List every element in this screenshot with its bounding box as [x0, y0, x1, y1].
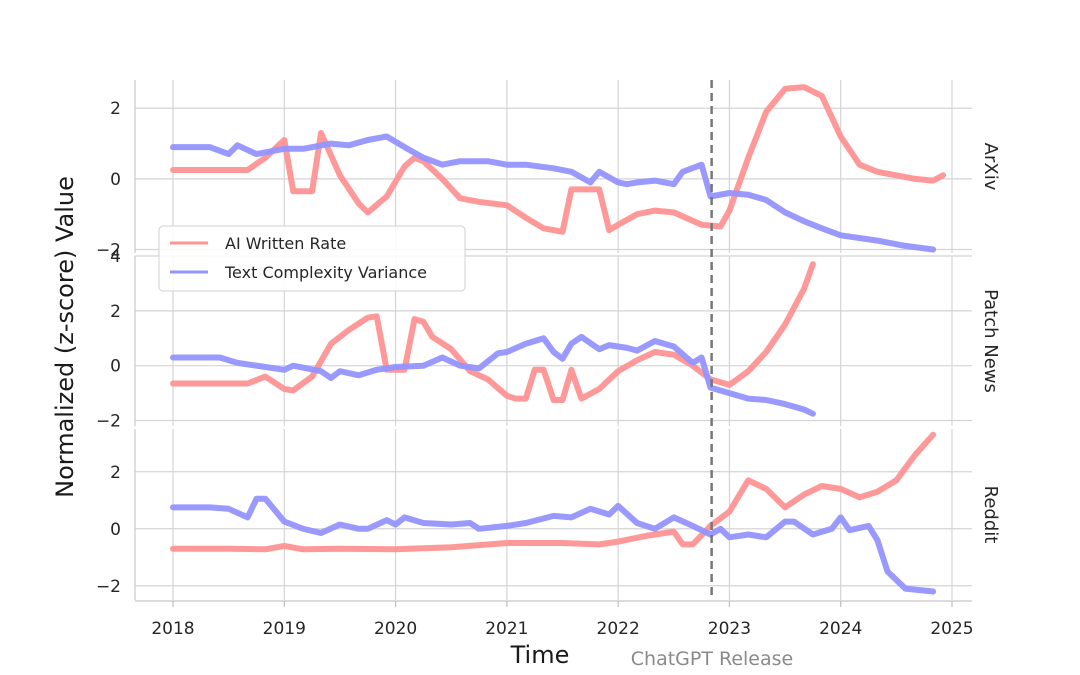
series-line-text-complexity-variance [170, 495, 937, 595]
x-tick-label: 2021 [485, 619, 528, 639]
y-tick-label: −2 [96, 240, 121, 260]
facet-label-patch-news: Patch News [980, 289, 1001, 393]
x-axis-title: Time [510, 641, 570, 669]
y-tick-label: 2 [110, 302, 121, 322]
legend-label-text-complexity-variance: Text Complexity Variance [224, 263, 427, 282]
chatgpt-release-label: ChatGPT Release [631, 648, 793, 670]
series-line-text-complexity-variance [170, 333, 816, 417]
x-tick-label: 2023 [708, 619, 751, 639]
legend-label-ai-written-rate: AI Written Rate [225, 234, 346, 253]
series-line-ai-written-rate [170, 431, 937, 553]
panel-reddit: −2 0 2 Reddit [96, 429, 1001, 600]
x-tick-label: 2020 [374, 619, 417, 639]
y-tick-label: −2 [96, 412, 121, 432]
x-tick-label: 2018 [151, 619, 194, 639]
y-tick-label: 0 [110, 170, 121, 190]
series-line-ai-written-rate [170, 84, 947, 235]
legend-box [158, 225, 466, 292]
series-line-text-complexity-variance [170, 133, 937, 253]
x-tick-label: 2022 [597, 619, 640, 639]
y-tick-label: −2 [96, 577, 121, 597]
x-tick-label: 2025 [930, 619, 973, 639]
panel-patch-news: −2 0 2 4 Patch News [96, 247, 1001, 432]
y-tick-label: 2 [110, 463, 121, 483]
series-line-ai-written-rate [170, 261, 816, 403]
facet-label-arxiv: ArXiv [980, 143, 1001, 191]
facet-label-reddit: Reddit [980, 486, 1001, 544]
x-axis: 2018 2019 2020 2021 2022 2023 2024 2025 [135, 600, 974, 639]
x-tick-label: 2024 [819, 619, 862, 639]
y-tick-label: 2 [110, 99, 121, 119]
y-tick-label: 0 [110, 357, 121, 377]
panel-arxiv: −2 0 2 ArXiv [96, 80, 1001, 260]
legend: AI Written Rate Text Complexity Variance [158, 225, 466, 292]
x-tick-label: 2019 [263, 619, 306, 639]
y-axis-title: Normalized (z-score) Value [51, 176, 79, 498]
chart-panels: −2 0 2 ArXiv −2 0 2 4 Patch News −2 0 2 Reddit [96, 80, 1001, 600]
y-tick-label: 4 [110, 247, 121, 267]
y-tick-label: 0 [110, 520, 121, 540]
